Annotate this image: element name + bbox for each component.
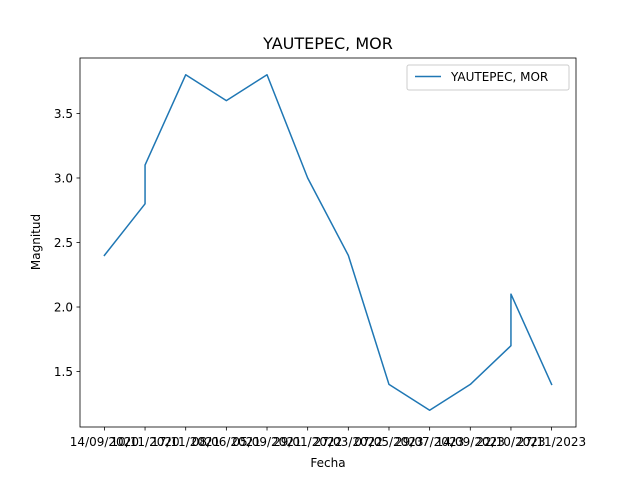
x-tick-label: 27/03/2022 — [314, 435, 383, 449]
y-tick-label: 1.5 — [54, 365, 73, 379]
x-tick-label: 22/10/2023 — [476, 435, 545, 449]
y-tick-label: 3.0 — [54, 171, 73, 185]
x-tick-label: 14/09/2023 — [436, 435, 505, 449]
x-tick-label: 10/11/2020 — [110, 435, 179, 449]
y-tick-label: 2.5 — [54, 236, 73, 250]
x-tick-label: 29/07/2023 — [395, 435, 464, 449]
x-tick-label: 29/01/2022 — [273, 435, 342, 449]
y-tick-label: 3.5 — [54, 107, 73, 121]
x-tick-label: 17/11/2021 — [151, 435, 220, 449]
legend-entry-yautepec-mor: YAUTEPEC, MOR — [450, 70, 548, 84]
y-axis-label: Magnitud — [29, 214, 43, 270]
legend: YAUTEPEC, MOR — [406, 64, 570, 91]
y-axis: 1.5 2.0 2.5 3.0 3.5 — [54, 107, 80, 379]
x-tick-label: 27/11/2023 — [517, 435, 586, 449]
legend-box — [406, 64, 570, 91]
y-tick-label: 2.0 — [54, 301, 73, 315]
x-axis: 14/09/202010/11/202017/11/202108/06/2021… — [70, 427, 586, 449]
chart-title: YAUTEPEC, MOR — [262, 34, 393, 53]
x-axis-label: Fecha — [310, 456, 345, 470]
series-line-yautepec-mor — [103, 74, 553, 411]
x-tick-label: 14/09/2020 — [70, 435, 139, 449]
x-tick-label: 08/06/2021 — [192, 435, 261, 449]
x-tick-label: 07/05/2023 — [354, 435, 423, 449]
x-tick-label: 05/09/2021 — [232, 435, 301, 449]
